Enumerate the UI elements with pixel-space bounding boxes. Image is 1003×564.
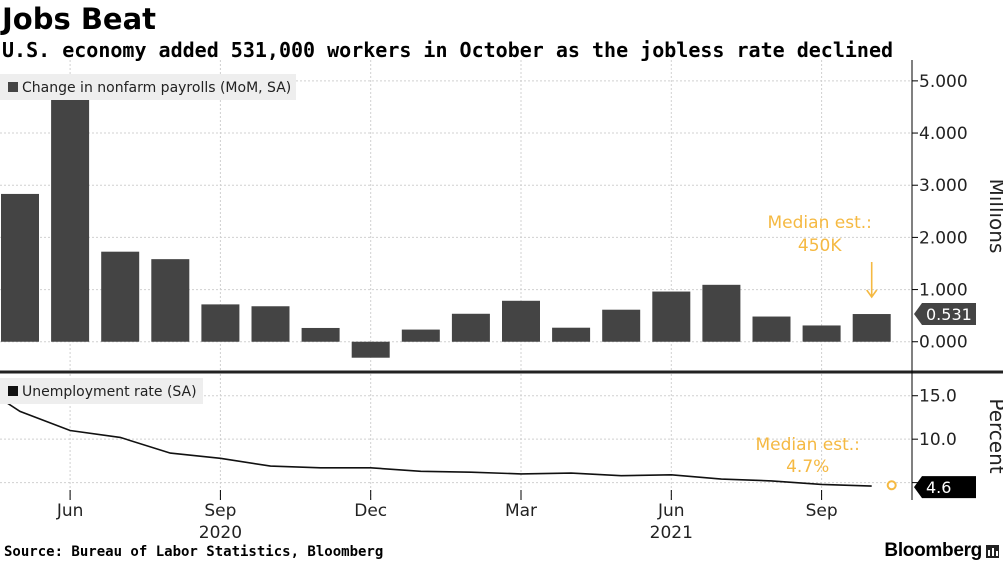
x-tick-label: Jun xyxy=(657,501,685,521)
bar-last-value-label: 0.531 xyxy=(926,305,972,324)
chart-subtitle: U.S. economy added 531,000 workers in Oc… xyxy=(2,38,894,62)
line-last-value-label: 4.6 xyxy=(926,478,951,497)
bar-y-tick-label: 5.000 xyxy=(919,72,968,92)
bar-y-tick-label: 3.000 xyxy=(919,176,968,196)
line-y-axis-label: Percent xyxy=(985,398,1003,473)
bar-legend-label: Change in nonfarm payrolls (MoM, SA) xyxy=(22,80,291,96)
x-tick-label: Mar xyxy=(505,501,537,521)
line-annotation: Median est.: 4.7% xyxy=(756,435,897,491)
payroll-bar-2020-12 xyxy=(351,341,390,358)
line-annotation-line1: Median est.: xyxy=(756,435,860,455)
bar-annotation-line1: Median est.: xyxy=(768,213,872,233)
payroll-bar-2021-10 xyxy=(852,314,891,342)
line-y-tick-label: 10.0 xyxy=(919,430,957,450)
payroll-bars xyxy=(1,88,891,358)
line-y-tick-label: 15.0 xyxy=(919,387,957,407)
payroll-bar-2020-05 xyxy=(1,193,39,342)
x-tick-label: Jun xyxy=(56,501,84,521)
payroll-bar-2020-07 xyxy=(101,251,140,342)
brand-name: Bloomberg xyxy=(884,540,982,561)
line-legend-label: Unemployment rate (SA) xyxy=(22,384,197,400)
bar-y-axis-label: Millions xyxy=(985,179,1003,254)
annotation-arrow-icon xyxy=(866,262,878,299)
payroll-bar-2021-02 xyxy=(451,313,490,342)
payroll-bar-2021-09 xyxy=(802,325,841,342)
x-year-label: 2021 xyxy=(650,523,693,543)
line-annotation-line2: 4.7% xyxy=(786,457,829,477)
source-note: Source: Bureau of Labor Statistics, Bloo… xyxy=(4,544,384,560)
x-tick-label: Sep xyxy=(806,501,838,521)
line-last-value-tag: 4.6 xyxy=(914,476,976,499)
bar-annotation: Median est.: 450K xyxy=(768,213,878,299)
payroll-bar-2021-04 xyxy=(552,327,591,342)
terminal-icon xyxy=(986,544,999,558)
line-legend-swatch xyxy=(8,386,18,396)
bar-y-tick-label: 2.000 xyxy=(919,228,968,248)
bar-y-ticks: 0.000 1.000 2.000 3.000 4.000 5.000 xyxy=(912,72,968,353)
payroll-bar-2021-06 xyxy=(652,291,691,342)
payroll-bar-2021-03 xyxy=(502,300,540,342)
bar-legend-swatch xyxy=(8,82,18,92)
payroll-bar-2020-06 xyxy=(51,88,90,342)
line-panel-legend: Unemployment rate (SA) xyxy=(0,378,203,404)
bar-y-tick-label: 0.000 xyxy=(919,333,968,353)
estimate-marker xyxy=(886,480,897,491)
payroll-bar-2020-10 xyxy=(251,306,290,342)
payroll-bar-2021-08 xyxy=(752,316,791,342)
bloomberg-logo: Bloomberg xyxy=(884,539,999,563)
bar-panel-legend: Change in nonfarm payrolls (MoM, SA) xyxy=(0,74,296,100)
bar-last-value-tag: 0.531 xyxy=(914,303,976,326)
bar-y-tick-label: 4.000 xyxy=(919,124,968,144)
payroll-bar-2020-09 xyxy=(201,304,240,342)
payroll-bar-2021-07 xyxy=(702,284,741,342)
payroll-bar-2021-05 xyxy=(602,309,641,342)
payroll-bar-2021-01 xyxy=(401,329,440,342)
payroll-bar-2020-11 xyxy=(301,327,340,342)
line-y-ticks: 15.0 10.0 xyxy=(912,387,957,484)
payroll-bar-2020-08 xyxy=(151,259,190,342)
chart-title: Jobs Beat xyxy=(2,2,157,36)
bar-annotation-line2: 450K xyxy=(798,236,842,256)
bar-y-tick-label: 1.000 xyxy=(919,281,968,301)
x-tick-label: Sep xyxy=(204,501,236,521)
x-tick-label: Dec xyxy=(354,501,387,521)
unemployment-line xyxy=(0,397,872,487)
x-year-label: 2020 xyxy=(199,523,242,543)
